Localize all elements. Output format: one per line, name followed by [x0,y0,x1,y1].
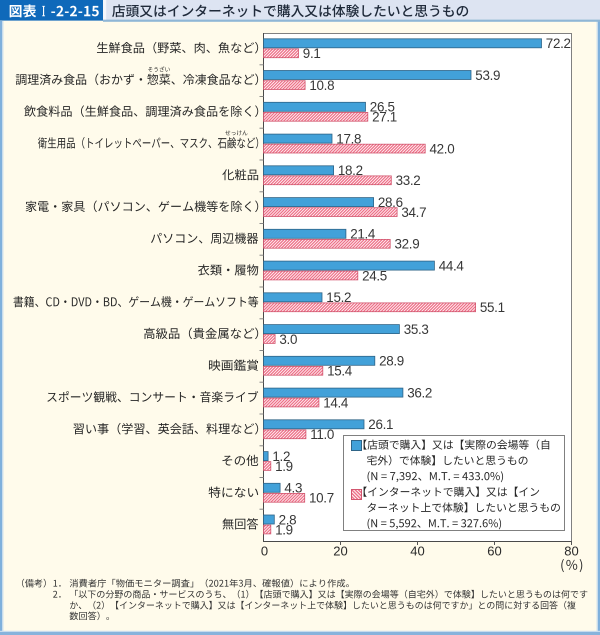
svg-text:36.2: 36.2 [407,385,432,400]
svg-text:10.8: 10.8 [309,78,334,93]
svg-text:27.1: 27.1 [372,110,397,125]
svg-text:21.4: 21.4 [350,227,376,242]
svg-text:34.7: 34.7 [401,205,426,220]
svg-text:40: 40 [410,544,424,559]
svg-text:44.4: 44.4 [439,258,465,273]
svg-text:24.5: 24.5 [362,268,387,283]
svg-text:32.9: 32.9 [395,237,420,252]
svg-text:20: 20 [333,544,347,559]
svg-text:11.0: 11.0 [310,427,334,442]
svg-text:55.1: 55.1 [480,300,505,315]
svg-text:28.9: 28.9 [379,354,404,369]
svg-text:42.0: 42.0 [430,141,455,156]
svg-text:15.4: 15.4 [327,364,353,379]
svg-text:26.1: 26.1 [368,417,393,432]
svg-text:2.8: 2.8 [279,512,297,527]
svg-text:53.9: 53.9 [475,68,500,83]
svg-text:72.2: 72.2 [546,36,571,51]
svg-text:3.0: 3.0 [279,332,297,347]
svg-text:60: 60 [487,544,501,559]
svg-text:14.4: 14.4 [323,395,349,410]
svg-text:1.2: 1.2 [272,449,290,464]
svg-text:18.2: 18.2 [338,163,363,178]
svg-text:28.6: 28.6 [378,195,403,210]
svg-text:0: 0 [261,544,268,559]
svg-text:9.1: 9.1 [303,46,321,61]
svg-text:4.3: 4.3 [284,481,302,496]
svg-text:80: 80 [564,544,578,559]
svg-text:10.7: 10.7 [309,491,334,506]
svg-text:1.9: 1.9 [275,522,293,537]
svg-text:35.3: 35.3 [404,322,429,337]
svg-text:17.8: 17.8 [336,131,361,146]
svg-text:15.2: 15.2 [326,290,351,305]
svg-text:1.9: 1.9 [275,459,293,474]
svg-text:26.5: 26.5 [370,100,395,115]
svg-text:33.2: 33.2 [396,173,421,188]
